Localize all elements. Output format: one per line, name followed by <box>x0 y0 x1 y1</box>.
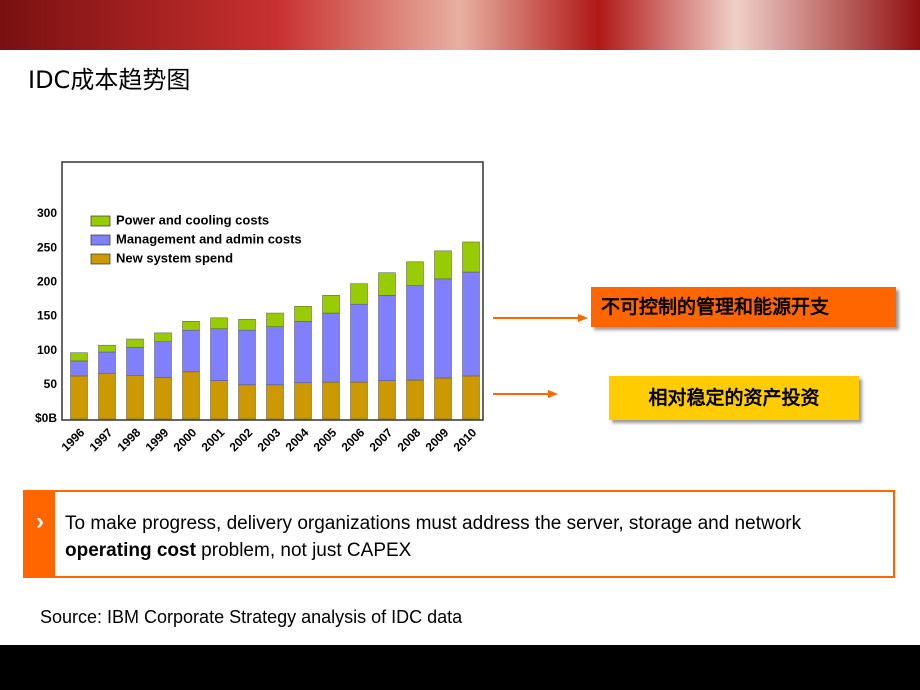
bar-segment <box>238 384 256 420</box>
bar-segment <box>210 317 228 330</box>
note-text: To make progress, delivery organizations… <box>65 510 885 564</box>
y-tick-label: 50 <box>44 377 58 391</box>
x-tick-label: 2010 <box>451 425 480 454</box>
bar-segment <box>70 360 88 377</box>
x-tick-label: 2000 <box>171 425 200 454</box>
bar-segment <box>462 271 480 377</box>
note-part: problem, not just CAPEX <box>195 540 412 561</box>
bar-segment <box>434 278 452 379</box>
bar-segment <box>210 328 228 381</box>
bar-segment <box>350 283 368 305</box>
arrow-head <box>548 390 558 398</box>
bar-segment <box>238 329 256 386</box>
y-tick-label: 100 <box>37 343 57 357</box>
note-bold: operating cost <box>65 540 196 561</box>
bar-segment <box>462 375 480 420</box>
bar-segment <box>434 377 452 420</box>
bar-segment <box>406 379 424 420</box>
bar-segment <box>70 352 88 362</box>
bar-segment <box>98 344 116 353</box>
y-tick-label: $0B <box>35 411 57 425</box>
x-tick-label: 1996 <box>59 425 88 454</box>
y-tick-label: 150 <box>37 309 57 323</box>
y-tick-label: 200 <box>37 274 57 288</box>
bar-segment <box>266 384 284 420</box>
legend-label: New system spend <box>116 250 233 265</box>
x-tick-label: 2006 <box>339 425 368 454</box>
x-tick-label: 2003 <box>255 425 284 454</box>
bar-segment <box>154 332 172 343</box>
bar-segment <box>126 346 144 376</box>
bar-segment <box>378 295 396 381</box>
x-tick-label: 2005 <box>311 425 340 454</box>
bar-segment <box>154 377 172 420</box>
bar-segment <box>378 272 396 296</box>
note-part: To make progress, delivery organizations… <box>65 513 802 534</box>
x-tick-label: 2004 <box>283 425 312 454</box>
bar-segment <box>182 321 200 331</box>
bar-segment <box>182 371 200 420</box>
x-tick-label: 1998 <box>115 425 144 454</box>
slide-title: IDC成本趋势图 <box>28 66 191 94</box>
bar-segment <box>70 375 88 420</box>
bar-segment <box>154 341 172 378</box>
bar-segment <box>434 250 452 280</box>
bar-segment <box>210 380 228 420</box>
legend-swatch <box>90 253 111 265</box>
bar-segment <box>322 312 340 383</box>
x-tick-label: 2008 <box>395 425 424 454</box>
x-tick-label: 2002 <box>227 425 256 454</box>
x-tick-label: 2007 <box>367 425 396 454</box>
bar-segment <box>350 381 368 420</box>
note-marker: › <box>25 492 55 576</box>
y-tick-label: 250 <box>37 240 57 254</box>
bar-segment <box>378 380 396 420</box>
bar-segment <box>266 312 284 327</box>
bar-segment <box>406 285 424 381</box>
legend-label: Power and cooling costs <box>116 212 269 227</box>
bar-segment <box>238 318 256 331</box>
x-tick-label: 1997 <box>87 425 116 454</box>
bar-segment <box>294 321 312 384</box>
source: Source: IBM Corporate Strategy analysis … <box>40 607 463 627</box>
x-tick-label: 2009 <box>423 425 452 454</box>
bar-segment <box>182 329 200 373</box>
bar-segment <box>406 261 424 286</box>
bar-segment <box>322 381 340 420</box>
x-tick-label: 2001 <box>199 425 228 454</box>
bar-segment <box>126 375 144 420</box>
footer-band <box>0 645 920 690</box>
bar-segment <box>98 351 116 374</box>
banner <box>0 0 920 50</box>
note-box: › To make progress, delivery organizatio… <box>23 490 895 578</box>
bar-segment <box>294 382 312 420</box>
bar-segment <box>98 372 116 420</box>
legend-swatch <box>90 234 111 246</box>
bar-segment <box>322 295 340 314</box>
bar-segment <box>462 241 480 273</box>
bar-segment <box>266 326 284 386</box>
bar-segment <box>350 303 368 383</box>
bar-segment <box>294 305 312 322</box>
arrow-head <box>578 314 588 322</box>
callout: 不可控制的管理和能源开支 <box>591 287 896 327</box>
callout: 相对稳定的资产投资 <box>609 376 859 420</box>
y-tick-label: 300 <box>37 206 57 220</box>
legend-label: Management and admin costs <box>116 231 302 246</box>
bar-segment <box>126 338 144 348</box>
x-tick-label: 1999 <box>143 425 172 454</box>
legend-swatch <box>90 215 111 227</box>
